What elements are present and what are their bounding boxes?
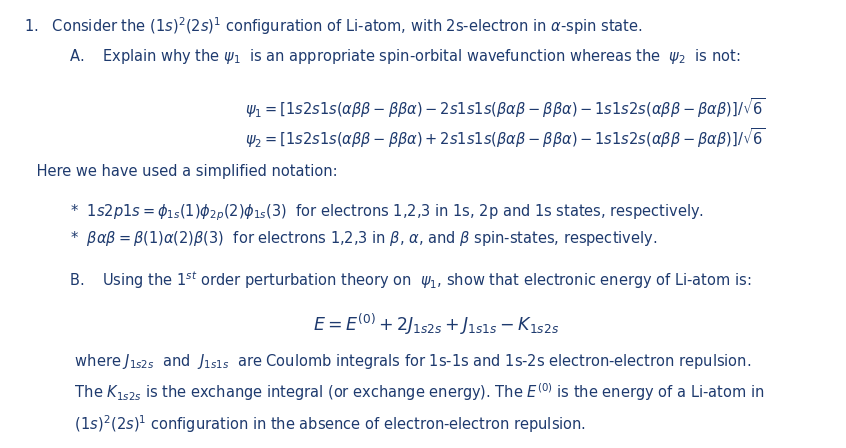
Text: B.    Using the $1^{st}$ order perturbation theory on  $\psi_1$, show that elect: B. Using the $1^{st}$ order perturbation… [69,270,752,291]
Text: A.    Explain why the $\psi_1$  is an appropriate spin-orbital wavefunction wher: A. Explain why the $\psi_1$ is an approp… [69,47,741,66]
Text: *  $\beta\alpha\beta = \beta(1)\alpha(2)\beta(3)$  for electrons 1,2,3 in $\beta: * $\beta\alpha\beta = \beta(1)\alpha(2)\… [61,229,657,248]
Text: 1.   Consider the $(1s)^2(2s)^1$ configuration of Li-atom, with 2s-electron in $: 1. Consider the $(1s)^2(2s)^1$ configura… [24,16,642,37]
Text: $\psi_1 = [1s2s1s(\alpha\beta\beta - \beta\beta\alpha) - 2s1s1s(\beta\alpha\beta: $\psi_1 = [1s2s1s(\alpha\beta\beta - \be… [245,96,766,120]
Text: $\psi_2 = [1s2s1s(\alpha\beta\beta - \beta\beta\alpha) + 2s1s1s(\beta\alpha\beta: $\psi_2 = [1s2s1s(\alpha\beta\beta - \be… [245,126,766,150]
Text: The $K_{1s2s}$ is the exchange integral (or exchange energy). The $E^{(0)}$ is t: The $K_{1s2s}$ is the exchange integral … [61,382,764,403]
Text: where $J_{1s2s}$  and  $J_{1s1s}$  are Coulomb integrals for 1s-1s and 1s-2s ele: where $J_{1s2s}$ and $J_{1s1s}$ are Coul… [61,352,751,370]
Text: Here we have used a simplified notation:: Here we have used a simplified notation: [32,164,338,178]
Text: $(1s)^2(2s)^1$ configuration in the absence of electron-electron repulsion.: $(1s)^2(2s)^1$ configuration in the abse… [61,413,586,435]
Text: $E = E^{(0)} + 2J_{1s2s} + J_{1s1s} - K_{1s2s}$: $E = E^{(0)} + 2J_{1s2s} + J_{1s1s} - K_… [313,311,559,336]
Text: *  $1s2p1s = \phi_{1s}(1)\phi_{2p}(2)\phi_{1s}(3)$  for electrons 1,2,3 in 1s, 2: * $1s2p1s = \phi_{1s}(1)\phi_{2p}(2)\phi… [61,202,704,223]
